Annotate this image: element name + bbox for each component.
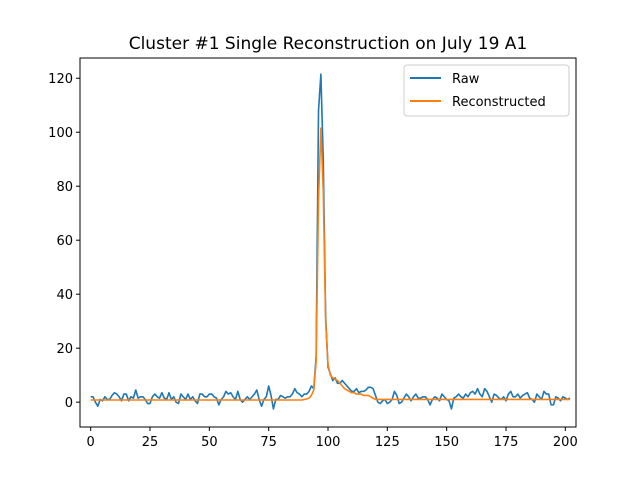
x-tick-label: 200: [553, 435, 578, 450]
chart-title: Cluster #1 Single Reconstruction on July…: [129, 34, 528, 54]
y-tick-label: 80: [56, 180, 73, 195]
x-tick-label: 50: [201, 435, 218, 450]
y-tick-label: 60: [56, 234, 73, 249]
y-axis: 0 20 40 60 80 100 120: [48, 72, 80, 411]
legend-box: [403, 64, 570, 117]
x-tick-label: 0: [87, 435, 95, 450]
legend-label-raw: Raw: [452, 72, 480, 87]
x-tick-label: 25: [142, 435, 159, 450]
x-tick-label: 125: [375, 435, 400, 450]
x-tick-label: 175: [494, 435, 519, 450]
x-tick-label: 100: [316, 435, 341, 450]
y-tick-label: 0: [65, 396, 73, 411]
x-tick-label: 150: [434, 435, 459, 450]
y-tick-label: 20: [56, 342, 73, 357]
y-tick-label: 40: [56, 288, 73, 303]
legend: Raw Reconstructed: [403, 64, 570, 117]
series-line-reconstructed: [90, 127, 571, 401]
x-tick-label: 75: [260, 435, 277, 450]
y-tick-label: 120: [48, 72, 73, 87]
y-tick-label: 100: [48, 126, 73, 141]
legend-label-reconstructed: Reconstructed: [452, 95, 546, 110]
series-layer: [90, 73, 571, 410]
x-axis: 0 25 50 75 100 125 150 175 200: [87, 427, 578, 450]
